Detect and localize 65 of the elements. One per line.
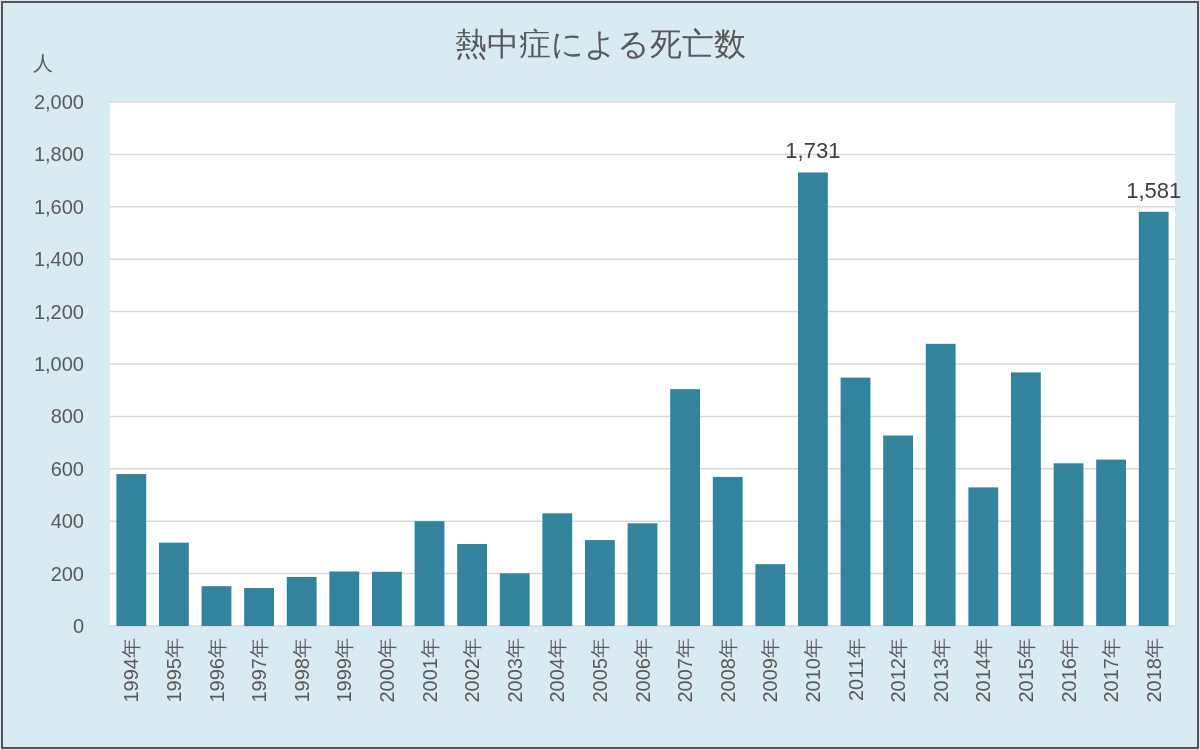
y-tick-label: 400 xyxy=(50,510,84,533)
y-tick-label: 1,800 xyxy=(33,143,84,166)
y-tick-label: 2,000 xyxy=(33,91,84,113)
bar xyxy=(1138,211,1169,626)
y-tick-label: 200 xyxy=(50,562,84,585)
x-tick-label: 1994年 xyxy=(120,638,143,703)
x-tick-label: 1995年 xyxy=(162,638,185,703)
bar xyxy=(968,487,999,626)
bar xyxy=(712,476,743,626)
y-tick-label: 1,400 xyxy=(33,248,84,271)
x-tick-label: 2013年 xyxy=(929,638,952,703)
x-tick-label: 2018年 xyxy=(1142,638,1165,703)
bar xyxy=(797,172,828,626)
x-tick-label: 1999年 xyxy=(333,638,356,703)
x-tick-label: 2001年 xyxy=(418,638,441,703)
bar xyxy=(457,543,488,626)
x-tick-label: 1996年 xyxy=(205,638,228,703)
bar xyxy=(1096,459,1127,626)
x-tick-label: 2017年 xyxy=(1100,638,1123,703)
data-label: 1,581 xyxy=(1126,177,1182,203)
x-tick-label: 1998年 xyxy=(290,638,313,703)
x-tick-label: 2014年 xyxy=(972,638,995,703)
chart-title: 熱中症による死亡数 xyxy=(454,26,746,62)
x-tick-label: 2004年 xyxy=(546,638,569,703)
x-tick-label: 1997年 xyxy=(248,638,271,703)
bar xyxy=(116,474,147,626)
x-tick-label: 2015年 xyxy=(1014,638,1037,703)
x-tick-label: 2002年 xyxy=(461,638,484,703)
x-tick-label: 2005年 xyxy=(588,638,611,703)
data-label: 1,731 xyxy=(785,138,841,164)
y-tick-label: 1,600 xyxy=(33,195,84,218)
bar xyxy=(670,389,701,626)
y-tick-label: 600 xyxy=(50,457,84,480)
x-tick-label: 2007年 xyxy=(674,638,697,703)
x-tick-label: 2011年 xyxy=(844,638,867,702)
x-tick-label: 2009年 xyxy=(759,638,782,703)
y-tick-label: 1,000 xyxy=(33,353,84,375)
bar xyxy=(371,571,402,626)
bar xyxy=(584,540,615,626)
bar xyxy=(883,435,914,626)
bar xyxy=(499,573,530,626)
x-tick-label: 2012年 xyxy=(887,638,910,703)
bar xyxy=(755,564,786,626)
x-tick-label: 2006年 xyxy=(631,638,654,703)
bar xyxy=(925,343,956,626)
y-tick-label: 0 xyxy=(72,615,84,637)
bar xyxy=(627,523,658,626)
x-tick-label: 2010年 xyxy=(801,638,824,703)
y-axis-title: 人 xyxy=(33,52,53,74)
bar xyxy=(329,571,360,626)
y-tick-label: 1,200 xyxy=(33,300,84,323)
bar xyxy=(244,588,275,626)
bar xyxy=(158,542,189,626)
x-tick-label: 2000年 xyxy=(375,638,398,703)
bar xyxy=(542,513,573,626)
x-tick-label: 2008年 xyxy=(716,638,739,703)
bar xyxy=(840,377,871,626)
bar xyxy=(1010,372,1041,626)
y-tick-label: 800 xyxy=(50,405,84,428)
bar xyxy=(286,577,317,626)
x-tick-label: 2003年 xyxy=(503,638,526,703)
bar xyxy=(201,586,232,626)
x-tick-label: 2016年 xyxy=(1057,638,1080,703)
bar xyxy=(1053,463,1084,626)
bar xyxy=(414,521,445,626)
